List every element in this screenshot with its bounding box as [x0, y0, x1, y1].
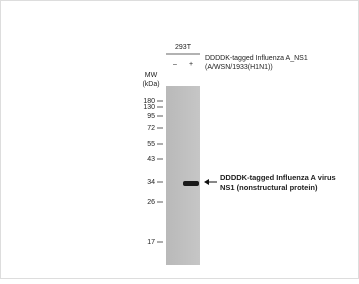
- treatment: (A/WSN/1933(H1N1)): [205, 64, 273, 71]
- mw-marker: 26: [147, 199, 155, 206]
- mw-marker: 34: [147, 179, 155, 186]
- mw-marker: 72: [147, 125, 155, 132]
- lane-label: –: [173, 61, 177, 68]
- mw-title: MW: [145, 72, 158, 79]
- mw-marker: 43: [147, 156, 155, 163]
- cell-line: 293T: [175, 44, 192, 51]
- mw-title: (kDa): [142, 81, 159, 88]
- lane-label: +: [189, 61, 193, 68]
- blot: [166, 86, 200, 265]
- figure: 293T – + DDDDK-tagged Influenza A_NS1 (A…: [0, 0, 359, 279]
- band-label: NS1 (nonstructural protein): [220, 183, 318, 192]
- mw-marker: 17: [147, 239, 155, 246]
- mw-marker: 130: [143, 104, 155, 111]
- band-label: DDDDK-tagged Influenza A virus: [220, 173, 336, 182]
- treatment: DDDDK-tagged Influenza A_NS1: [205, 55, 308, 62]
- band: [183, 181, 199, 186]
- mw-marker: 95: [147, 113, 155, 120]
- mw-marker: 55: [147, 141, 155, 148]
